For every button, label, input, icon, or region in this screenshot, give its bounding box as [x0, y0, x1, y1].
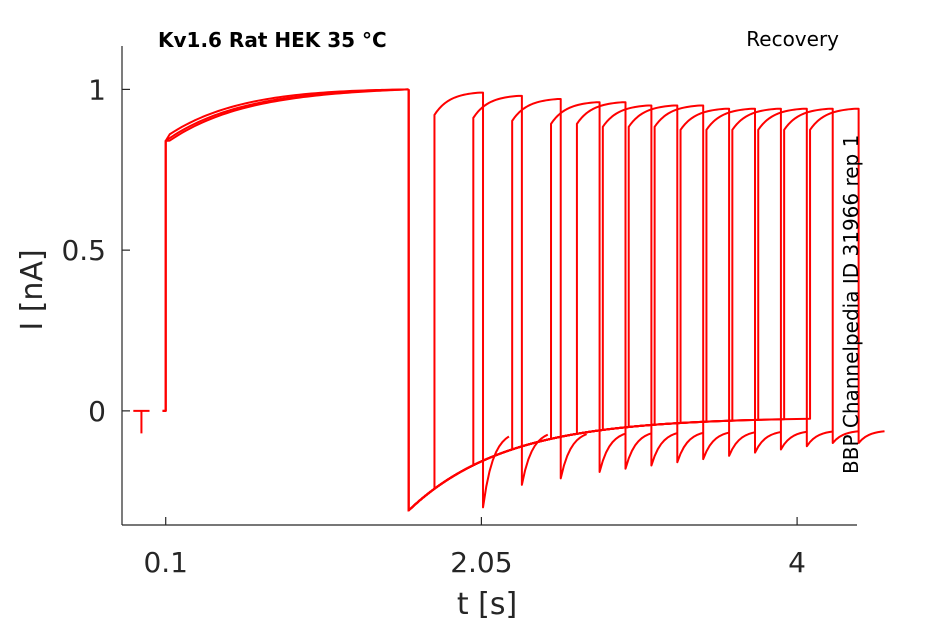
x-tick-label: 2.05 [450, 546, 512, 579]
x-tick-label: 0.1 [143, 546, 188, 579]
y-ticks: 00.51 [61, 73, 130, 428]
recovery-sweep-trace [407, 89, 549, 512]
baseline-trace [133, 409, 150, 434]
recovery-sweep-trace [407, 89, 833, 512]
recovery-sweep-trace [407, 89, 510, 512]
y-tick-label: 1 [88, 73, 106, 106]
conditioning-pulse-trace [162, 88, 409, 412]
conditioning-pulse-trace [162, 88, 409, 412]
y-tick-label: 0.5 [61, 234, 106, 267]
recovery-sweep-trace [407, 89, 885, 512]
recovery-sweep-trace [407, 89, 782, 512]
x-axis-title: t [s] [457, 587, 517, 622]
x-ticks: 0.1 2.05 4 [143, 517, 806, 579]
chart-subtitle: Recovery [746, 27, 839, 51]
x-tick-label: 4 [788, 546, 806, 579]
chart-title: Kv1.6 Rat HEK 35 °C [158, 28, 387, 52]
recovery-sweep-trace [407, 89, 807, 512]
recovery-sweep-trace [407, 89, 652, 512]
y-axis-title: I [nA] [15, 249, 50, 330]
recovery-sweep-trace [407, 89, 678, 512]
conditioning-pulse-trace [162, 88, 409, 412]
source-label: BBP Channelpedia ID 31966 rep 1 [839, 135, 863, 474]
y-tick-label: 0 [88, 395, 106, 428]
current-traces [133, 88, 885, 512]
